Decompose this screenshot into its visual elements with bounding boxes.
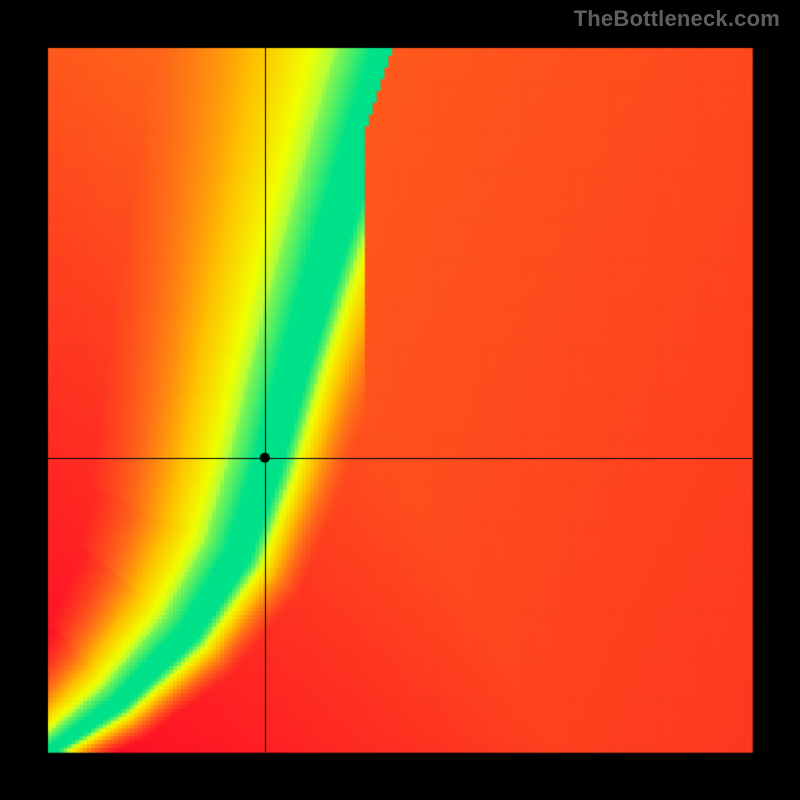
watermark-text: TheBottleneck.com	[574, 6, 780, 32]
bottleneck-heatmap	[0, 0, 800, 800]
chart-frame: TheBottleneck.com	[0, 0, 800, 800]
